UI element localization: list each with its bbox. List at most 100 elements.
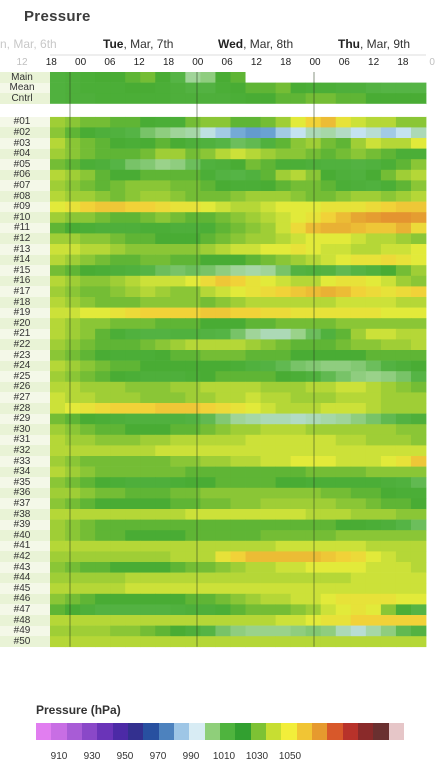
- heatmap-cell: [140, 434, 156, 446]
- heatmap-cell: [50, 350, 66, 361]
- heatmap-cell: [230, 583, 246, 595]
- heatmap-cell: [245, 413, 261, 425]
- heatmap-cell: [140, 551, 156, 563]
- heatmap-cell: [410, 381, 427, 393]
- heatmap-cell: [380, 519, 397, 531]
- heatmap-cell: [305, 93, 322, 105]
- heatmap-cell: [410, 615, 427, 626]
- heatmap-cell: [185, 212, 201, 224]
- row-label: #34: [13, 466, 31, 478]
- heatmap-cell: [95, 392, 111, 404]
- row-label: #46: [13, 593, 31, 605]
- heatmap-cell: [80, 318, 96, 330]
- heatmap-cell: [260, 434, 276, 446]
- heatmap-cell: [170, 583, 186, 595]
- heatmap-cell: [170, 233, 186, 245]
- heatmap-cell: [125, 233, 141, 245]
- heatmap-cell: [320, 636, 337, 648]
- heatmap-cell: [410, 159, 427, 171]
- heatmap-cell: [125, 371, 141, 383]
- legend-swatch: [311, 723, 328, 740]
- heatmap-cell: [200, 403, 216, 414]
- heatmap-cell: [365, 360, 382, 372]
- heatmap-cell: [110, 615, 126, 626]
- heatmap-cell: [410, 275, 427, 287]
- heatmap-cell: [380, 413, 397, 425]
- row-label-band: [0, 636, 50, 647]
- heatmap-cell: [200, 519, 216, 531]
- heatmap-cell: [50, 339, 66, 351]
- heatmap-cell: [65, 615, 81, 626]
- heatmap-cell: [170, 466, 186, 478]
- heatmap-cell: [65, 350, 81, 361]
- heatmap-cell: [380, 456, 397, 467]
- heatmap-cell: [50, 509, 66, 520]
- legend-swatch: [281, 723, 297, 740]
- heatmap-cell: [155, 381, 171, 393]
- heatmap-cell: [335, 466, 352, 478]
- heatmap-cell: [65, 477, 81, 489]
- heatmap-cell: [95, 222, 111, 234]
- heatmap-cell: [380, 201, 397, 213]
- heatmap-cell: [185, 466, 201, 478]
- heatmap-cell: [290, 562, 307, 573]
- heatmap-cell: [140, 82, 156, 94]
- heatmap-cell: [215, 456, 231, 467]
- heatmap-cell: [410, 509, 427, 520]
- heatmap-cell: [380, 72, 397, 83]
- legend-swatch: [296, 723, 312, 740]
- heatmap-cell: [50, 413, 66, 425]
- heatmap-cell: [290, 127, 307, 139]
- heatmap-cell: [50, 127, 66, 139]
- row-label: #17: [13, 285, 31, 297]
- heatmap-cell: [50, 540, 66, 552]
- heatmap-cell: [80, 339, 96, 351]
- heatmap-cell: [65, 403, 81, 414]
- heatmap-cell: [110, 477, 126, 489]
- heatmap-cell: [410, 498, 427, 510]
- heatmap-cell: [140, 445, 156, 457]
- row-label: #21: [13, 328, 31, 340]
- heatmap-cell: [395, 201, 412, 213]
- heatmap-cell: [395, 254, 412, 266]
- heatmap-cell: [200, 636, 216, 648]
- heatmap-cell: [395, 498, 412, 510]
- heatmap-cell: [260, 180, 276, 192]
- heatmap-cell: [320, 180, 337, 192]
- heatmap-cell: [395, 191, 412, 202]
- heatmap-cell: [230, 244, 246, 255]
- heatmap-cell: [275, 116, 292, 128]
- legend-swatch: [173, 723, 190, 740]
- heatmap-cell: [230, 477, 246, 489]
- heatmap-cell: [365, 244, 382, 255]
- heatmap-cell: [335, 403, 352, 414]
- heatmap-cell: [290, 371, 307, 383]
- heatmap-cell: [125, 93, 141, 105]
- heatmap-cell: [230, 572, 246, 584]
- heatmap-cell: [95, 434, 111, 446]
- heatmap-cell: [140, 625, 156, 637]
- heatmap-cell: [230, 201, 246, 213]
- heatmap-cell: [170, 424, 186, 436]
- heatmap-cell: [335, 212, 352, 224]
- legend-swatch: [219, 723, 236, 740]
- heatmap-cell: [380, 487, 397, 499]
- heatmap-cell: [395, 371, 412, 383]
- heatmap-cell: [290, 159, 307, 171]
- heatmap-cell: [80, 456, 96, 467]
- heatmap-cell: [185, 350, 201, 361]
- heatmap-cell: [320, 339, 337, 351]
- heatmap-cell: [305, 72, 322, 83]
- heatmap-cell: [140, 562, 156, 573]
- row-label: #44: [13, 572, 31, 584]
- heatmap-cell: [320, 307, 337, 319]
- legend-swatch: [373, 723, 389, 740]
- heatmap-cell: [380, 116, 397, 128]
- heatmap-cell: [275, 562, 292, 573]
- heatmap-cell: [215, 593, 231, 605]
- heatmap-cell: [170, 509, 186, 520]
- heatmap-cell: [185, 180, 201, 192]
- heatmap-cell: [290, 148, 307, 160]
- heatmap-cell: [260, 116, 276, 128]
- heatmap-cell: [80, 82, 96, 94]
